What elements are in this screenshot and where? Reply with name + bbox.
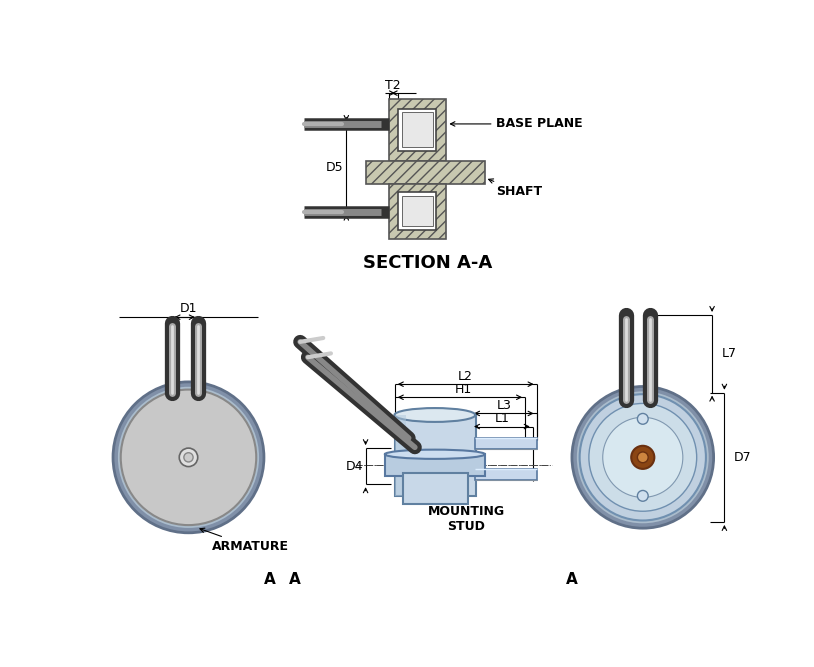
Circle shape	[589, 404, 697, 511]
Circle shape	[637, 452, 648, 463]
Text: SHAFT: SHAFT	[488, 179, 543, 198]
Bar	[398, 191, 436, 230]
Circle shape	[631, 446, 654, 469]
Text: D1: D1	[180, 302, 197, 315]
Circle shape	[572, 386, 714, 528]
Text: L2: L2	[458, 370, 473, 383]
Bar	[398, 109, 436, 151]
Text: SECTION A-A: SECTION A-A	[362, 253, 492, 271]
Circle shape	[602, 418, 683, 498]
Bar	[395, 415, 406, 496]
Bar	[402, 112, 432, 147]
Bar	[389, 99, 446, 161]
Text: ARMATURE: ARMATURE	[200, 528, 289, 553]
Text: A: A	[289, 572, 300, 586]
Circle shape	[575, 390, 710, 524]
Circle shape	[120, 390, 256, 525]
Text: L1: L1	[494, 412, 510, 426]
Text: H1: H1	[455, 383, 472, 396]
Text: T2: T2	[386, 79, 401, 92]
Circle shape	[113, 382, 264, 533]
Text: L3: L3	[497, 400, 511, 412]
Text: BASE PLANE: BASE PLANE	[450, 117, 583, 131]
Bar	[365, 161, 485, 184]
Text: A: A	[566, 572, 578, 586]
Bar	[395, 415, 475, 496]
Circle shape	[580, 394, 706, 520]
Bar	[385, 454, 485, 476]
Text: MOUNTING
STUD: MOUNTING STUD	[428, 505, 505, 533]
Text: D7: D7	[733, 451, 751, 464]
Circle shape	[179, 448, 198, 467]
Bar	[389, 184, 446, 239]
Ellipse shape	[395, 408, 475, 422]
Text: D5: D5	[326, 161, 344, 174]
Circle shape	[637, 490, 648, 501]
Circle shape	[637, 414, 648, 424]
Bar	[475, 438, 536, 449]
Circle shape	[117, 386, 260, 529]
Text: A: A	[264, 572, 275, 586]
Text: L7: L7	[721, 348, 737, 360]
Circle shape	[184, 453, 193, 462]
Text: D4: D4	[346, 460, 364, 473]
Bar	[403, 473, 468, 504]
Bar	[475, 469, 536, 480]
Ellipse shape	[385, 450, 485, 459]
Bar	[402, 195, 432, 226]
